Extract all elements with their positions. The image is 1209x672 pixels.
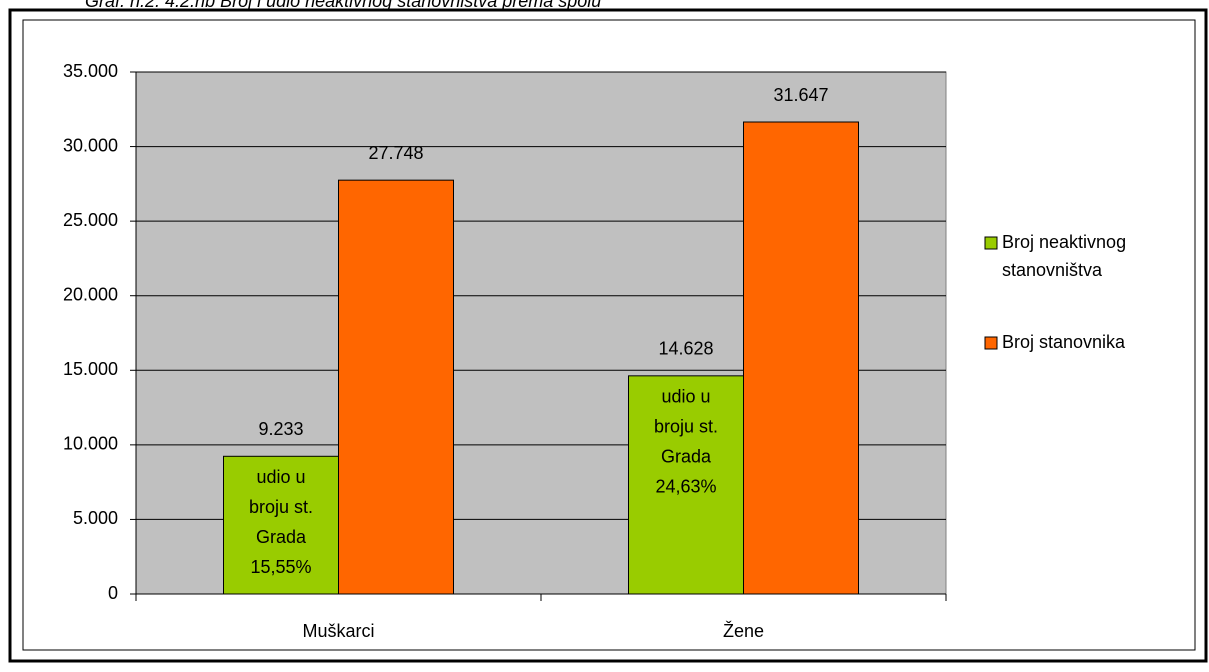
- legend-entry: Broj neaktivnog stanovništva: [1002, 232, 1127, 280]
- legend-swatch: [984, 236, 998, 250]
- y-tick-label: 0: [108, 583, 118, 603]
- legend-label: Broj stanovnika: [1002, 332, 1126, 352]
- y-tick-label: 30.000: [63, 135, 118, 155]
- bar-annotation: broju st.: [654, 417, 718, 437]
- bar-annotation: broju st.: [249, 497, 313, 517]
- bar: [628, 375, 744, 595]
- legend-swatch: [984, 336, 998, 350]
- y-tick-label: 5.000: [73, 508, 118, 528]
- bar-annotation: 24,63%: [655, 477, 716, 497]
- bar-annotation: udio u: [256, 467, 305, 487]
- value-label: 14.628: [658, 339, 713, 359]
- y-tick-label: 20.000: [63, 284, 118, 304]
- legend-entry: Broj stanovnika: [1002, 332, 1126, 352]
- legend-label: Broj neaktivnog stanovništva: [1002, 232, 1127, 280]
- bar: [223, 455, 339, 595]
- x-tick-label: Muškarci: [302, 621, 374, 641]
- x-tick-label: Žene: [723, 621, 764, 641]
- bar-annotation: Grada: [661, 447, 712, 467]
- value-label: 27.748: [368, 143, 423, 163]
- bar: [338, 179, 454, 595]
- bar-annotation: udio u: [661, 387, 710, 407]
- y-tick-label: 10.000: [63, 434, 118, 454]
- y-tick-label: 25.000: [63, 210, 118, 230]
- bar-annotation: Grada: [256, 527, 307, 547]
- bar: [743, 121, 859, 595]
- bar-annotation: 15,55%: [250, 557, 311, 577]
- y-tick-label: 35.000: [63, 61, 118, 81]
- value-label: 31.647: [773, 85, 828, 105]
- value-label: 9.233: [258, 419, 303, 439]
- y-tick-label: 15.000: [63, 359, 118, 379]
- chart-title: Graf. n.2. 4.2.nb Broj i udio neaktivnog…: [85, 0, 601, 11]
